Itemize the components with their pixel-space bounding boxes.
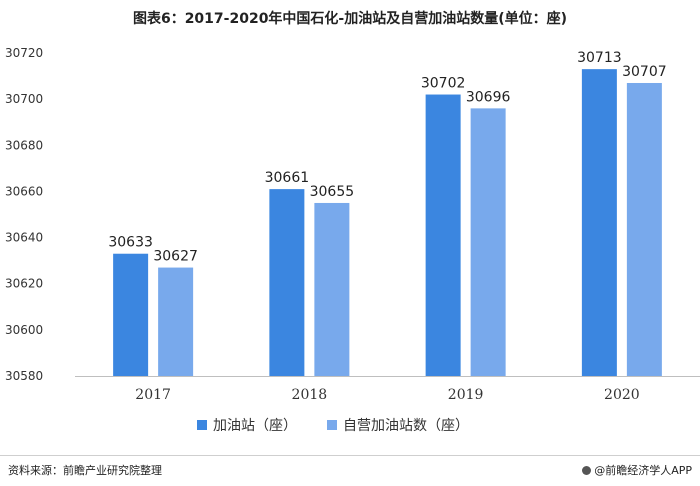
brand-text: @前瞻经济学人APP	[594, 464, 692, 477]
data-label: 30661	[265, 170, 310, 186]
bar	[470, 108, 506, 376]
bar	[581, 69, 617, 377]
bar	[269, 189, 305, 376]
data-label: 30696	[466, 89, 511, 105]
data-label: 30707	[622, 64, 667, 80]
x-tick-label: 2019	[448, 387, 484, 403]
legend-swatch	[327, 420, 337, 430]
x-tick-label: 2018	[292, 387, 328, 403]
bar	[158, 267, 194, 376]
y-tick-label: 30700	[5, 92, 43, 106]
y-tick-label: 30580	[5, 369, 43, 383]
y-tick-label: 30620	[5, 277, 43, 291]
y-tick-label: 30600	[5, 323, 43, 337]
legend-swatch	[197, 420, 207, 430]
legend-label: 加油站（座）	[213, 418, 297, 434]
x-tick-label: 2017	[135, 387, 171, 403]
bar	[425, 94, 461, 377]
y-tick-label: 30640	[5, 231, 43, 245]
legend-label: 自营加油站数（座）	[343, 418, 469, 434]
y-tick-label: 30720	[5, 46, 43, 60]
data-label: 30633	[108, 235, 153, 251]
x-tick-label: 2020	[604, 387, 640, 403]
bar	[113, 253, 149, 376]
chart-title: 图表6：2017-2020年中国石化-加油站及自营加油站数量(单位：座)	[132, 11, 568, 27]
data-label: 30713	[577, 50, 622, 66]
bar-chart: 30580 30600 30620 30640 30660 30680 30700 30720…	[5, 46, 700, 434]
brand-icon	[582, 466, 592, 475]
bar	[314, 202, 350, 376]
source-note: 资料来源：前瞻产业研究院整理	[8, 464, 162, 477]
footer: 资料来源：前瞻产业研究院整理 @前瞻经济学人APP	[0, 455, 700, 486]
y-tick-label: 30680	[5, 138, 43, 152]
y-tick-label: 30660	[5, 184, 43, 198]
data-label: 30655	[310, 184, 355, 200]
bar	[626, 82, 662, 376]
data-label: 30627	[153, 249, 198, 265]
brand-note: @前瞻经济学人APP	[582, 462, 692, 478]
data-label: 30702	[421, 76, 466, 92]
